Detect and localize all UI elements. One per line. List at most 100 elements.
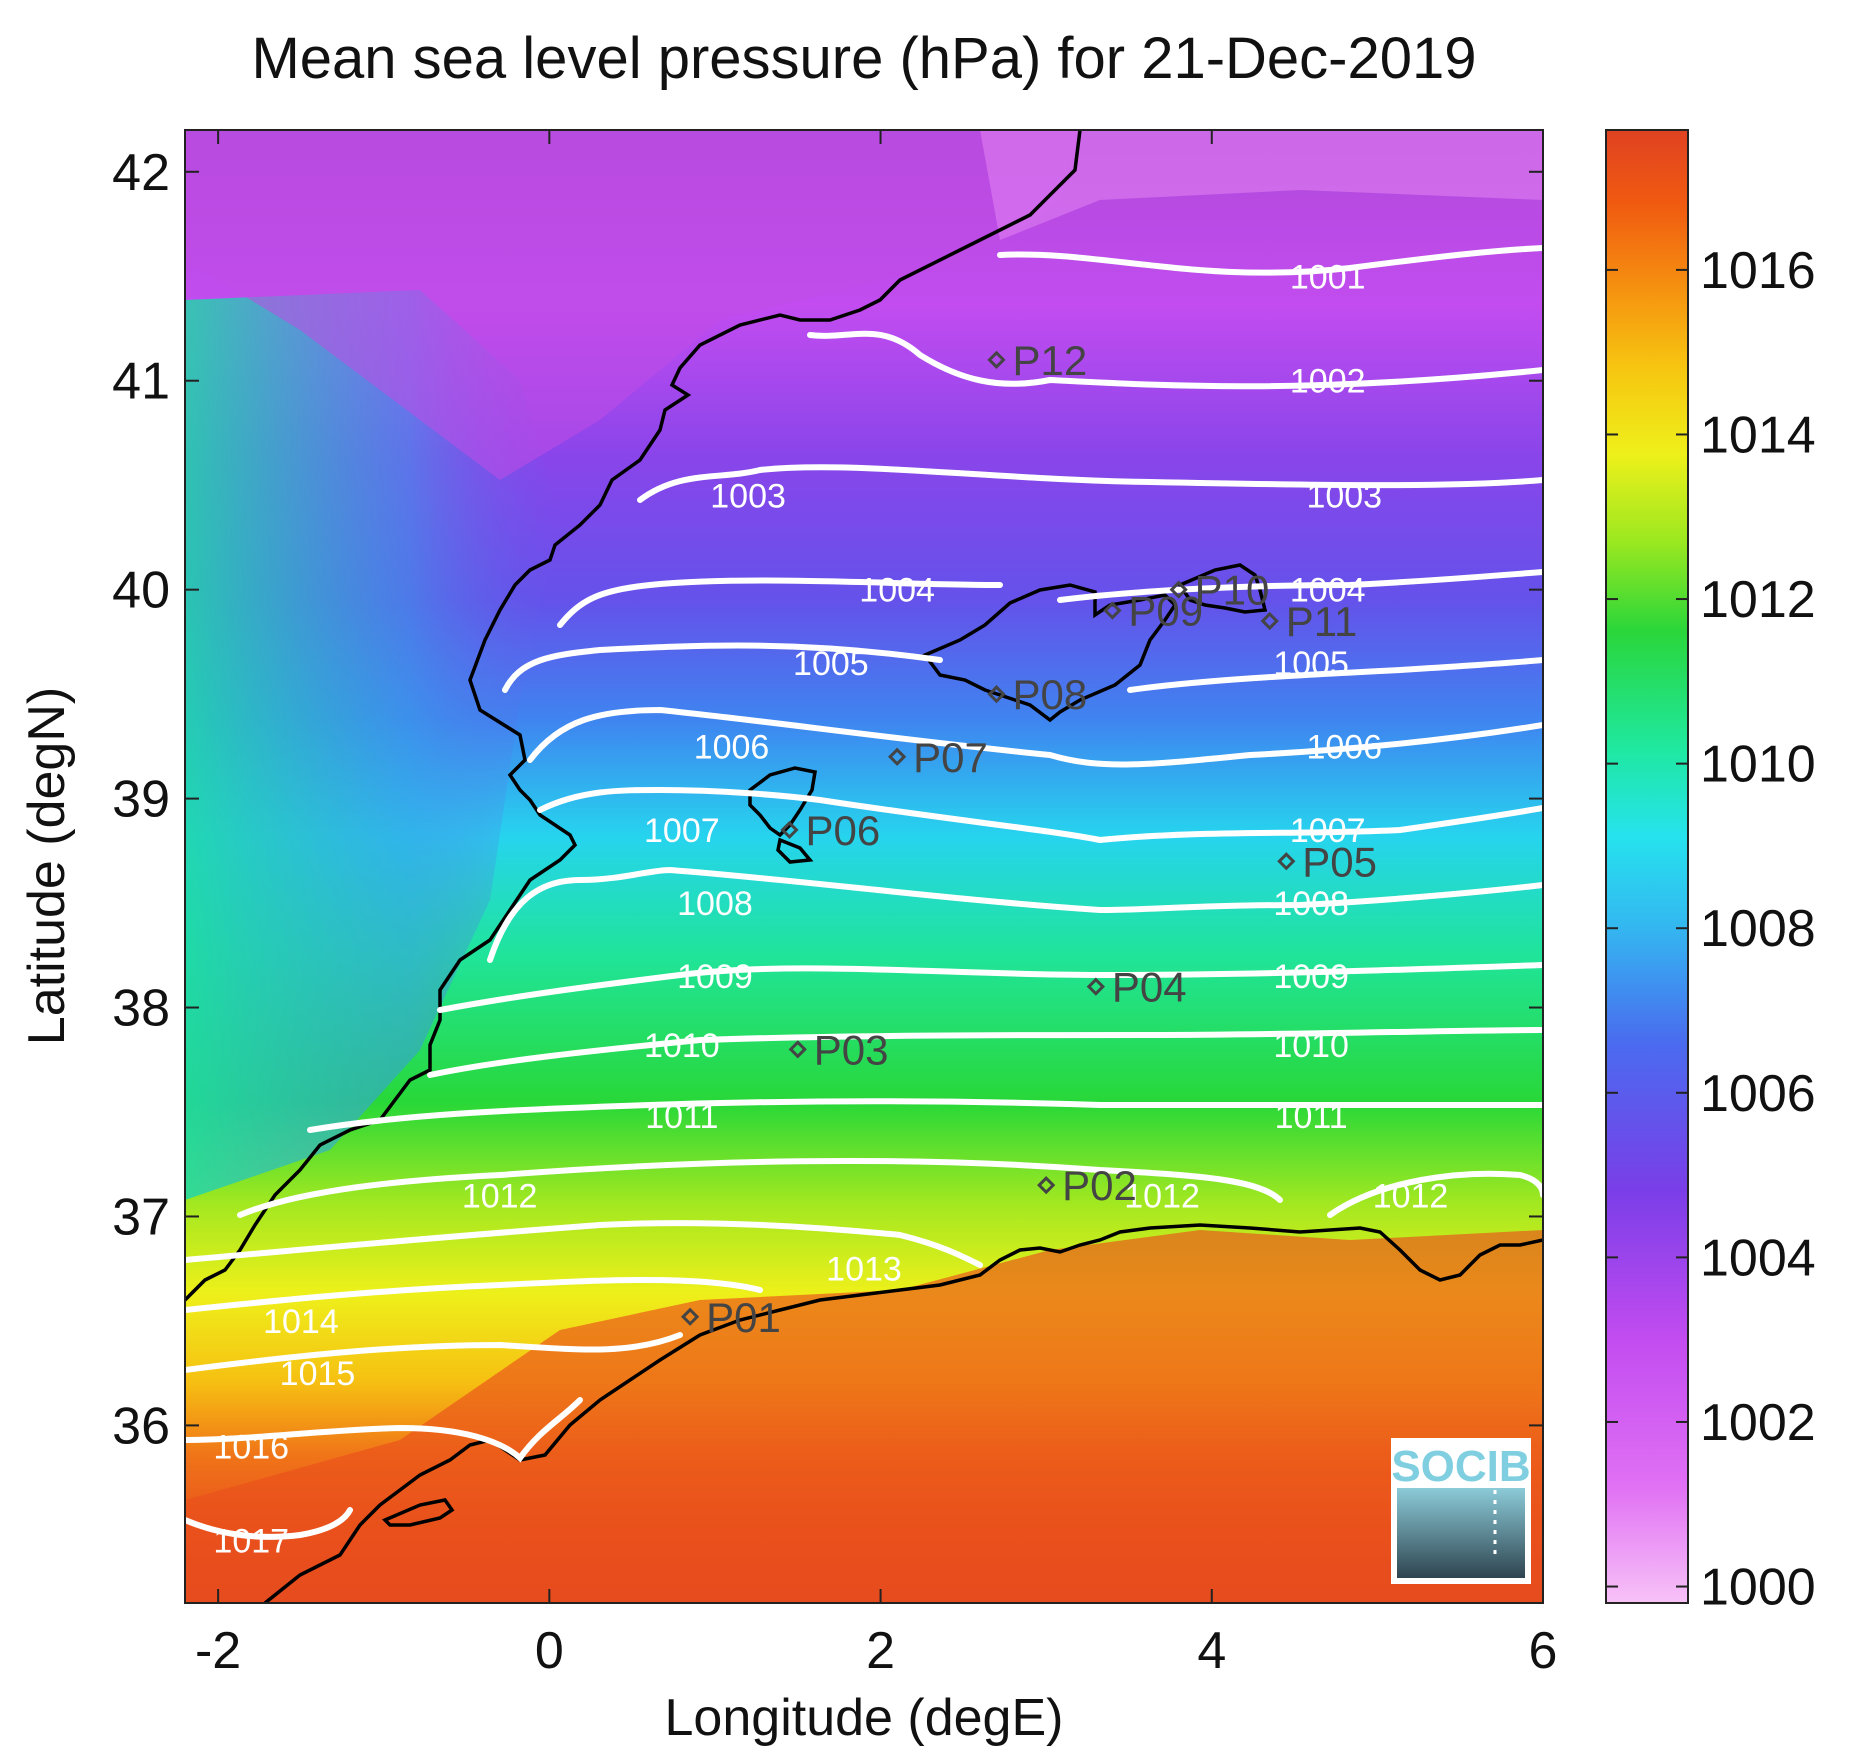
isobar-1014	[185, 1277, 763, 1313]
x-tick-label: 4	[1197, 1622, 1226, 1680]
ibiza-coastline	[748, 766, 818, 864]
y-axis-ticks: 36 37 38 39 40 41 42	[112, 144, 1543, 1455]
station-label: P10	[1195, 567, 1270, 614]
contour-label: 1004	[1290, 572, 1366, 610]
contour-label: 1006	[1306, 728, 1382, 766]
contour-label: 1015	[280, 1355, 356, 1393]
socib-logo: SOCIB	[1391, 1438, 1531, 1584]
contour-label: 1012	[462, 1178, 538, 1216]
contour-label: 1007	[644, 812, 720, 850]
isobars	[185, 245, 1543, 1540]
contour-label: 1012	[1373, 1178, 1449, 1216]
catalonia-land-shading	[185, 130, 1080, 480]
contour-label: 1008	[1273, 885, 1349, 923]
iberia-land-shading	[185, 290, 560, 1200]
y-tick-label: 42	[112, 144, 170, 202]
contour-label: 1006	[694, 728, 770, 766]
colorbar-tick-label: 1006	[1700, 1065, 1816, 1123]
x-tick-label: 0	[535, 1622, 564, 1680]
station-label: P03	[814, 1026, 889, 1073]
colorbar-tick-label: 1000	[1700, 1559, 1816, 1617]
y-tick-label: 36	[112, 1397, 170, 1455]
y-tick-label: 37	[112, 1188, 170, 1246]
station-label: P09	[1128, 588, 1203, 635]
africa-coastline	[263, 1223, 1543, 1603]
isobar-1016	[185, 1397, 583, 1463]
isobar-1015	[185, 1332, 683, 1373]
colorbar-tick-label: 1002	[1700, 1394, 1816, 1452]
station-marker	[1103, 601, 1122, 620]
contour-label: 1005	[793, 645, 869, 683]
contour-label: 1012	[1124, 1178, 1200, 1216]
contour-label: 1009	[677, 958, 753, 996]
station-label: P01	[706, 1294, 781, 1341]
contour-label: 1017	[213, 1522, 289, 1560]
station-marker	[780, 820, 799, 840]
station-marker	[888, 747, 907, 766]
station-marker	[788, 1040, 807, 1059]
isobar-1009	[437, 962, 1543, 1013]
station-label: P07	[913, 734, 988, 781]
station-marker	[987, 350, 1006, 369]
africa-land-shading	[185, 1230, 1543, 1603]
station-marker	[1169, 580, 1188, 599]
contour-label: 1010	[1273, 1027, 1349, 1065]
isobar-1006	[527, 706, 1543, 768]
x-axis-ticks: -2 0 2 4 6	[195, 130, 1557, 1680]
station-label: P12	[1012, 337, 1087, 384]
colorbar-tick-label: 1008	[1700, 900, 1816, 958]
contour-label: 1009	[1273, 958, 1349, 996]
isobar-1003	[637, 464, 1543, 503]
contour-label: 1011	[1275, 1098, 1348, 1136]
contour-labels: 1001 1002 1003 1003 1004 1004 1005 1005 1006 1006…	[213, 258, 1448, 1560]
iberia-coastline	[185, 130, 1082, 1302]
station-marker	[1277, 852, 1296, 871]
station-marker	[1086, 977, 1105, 996]
colorbar-tick-label: 1014	[1700, 406, 1816, 464]
contour-label: 1013	[826, 1251, 902, 1289]
y-tick-label: 38	[112, 980, 170, 1038]
contour-label: 1003	[710, 478, 786, 516]
menorca-coastline	[1177, 563, 1268, 614]
contour-label: 1010	[644, 1027, 720, 1065]
contour-label: 1002	[1290, 363, 1366, 401]
colorbar: 1000 1002 1004 1006 1008 1010 1012 1014 1016	[1605, 129, 1816, 1617]
colorbar-tick-label: 1004	[1700, 1229, 1816, 1287]
contour-label: 1008	[677, 885, 753, 923]
station-label: P05	[1302, 838, 1377, 885]
colorbar-ticks: 1000 1002 1004 1006 1008 1010 1012 1014 1016	[1606, 242, 1816, 1617]
colorbar-tick-label: 1010	[1700, 736, 1816, 794]
contour-label: 1005	[1273, 645, 1349, 683]
x-axis-label: Longitude (degE)	[665, 1689, 1064, 1747]
chart-title: Mean sea level pressure (hPa) for 21-Dec…	[251, 26, 1476, 91]
pressure-field	[185, 130, 1543, 1603]
isobar-1010	[427, 1027, 1543, 1078]
isobar-1004	[557, 569, 1543, 628]
logo-text: SOCIB	[1391, 1442, 1530, 1491]
contour-label: 1001	[1290, 258, 1366, 296]
isobar-1002	[807, 330, 1543, 390]
x-tick-label: 6	[1529, 1622, 1558, 1680]
contour-label: 1007	[1290, 812, 1366, 850]
contour-label: 1004	[859, 572, 935, 610]
plot-frame	[184, 129, 1544, 1604]
colorbar-tick-label: 1012	[1700, 571, 1816, 629]
isobar-1005	[502, 642, 1543, 693]
isobar-1017	[185, 1507, 353, 1540]
x-tick-label: -2	[195, 1622, 241, 1680]
alboran-island	[381, 1498, 455, 1527]
station-marker	[680, 1307, 700, 1326]
colorbar-tick-label: 1016	[1700, 242, 1816, 300]
contour-label: 1011	[645, 1098, 718, 1136]
contour-label: 1016	[213, 1428, 289, 1466]
station-label: P06	[805, 807, 880, 854]
station-marker	[987, 685, 1006, 704]
station-marker	[1260, 611, 1279, 631]
isobar-1012	[237, 1157, 1543, 1218]
colorbar-gradient	[1605, 129, 1689, 1604]
isobar-1008	[487, 866, 1543, 963]
station-label: P11	[1286, 598, 1358, 645]
station-label: P04	[1112, 964, 1187, 1011]
